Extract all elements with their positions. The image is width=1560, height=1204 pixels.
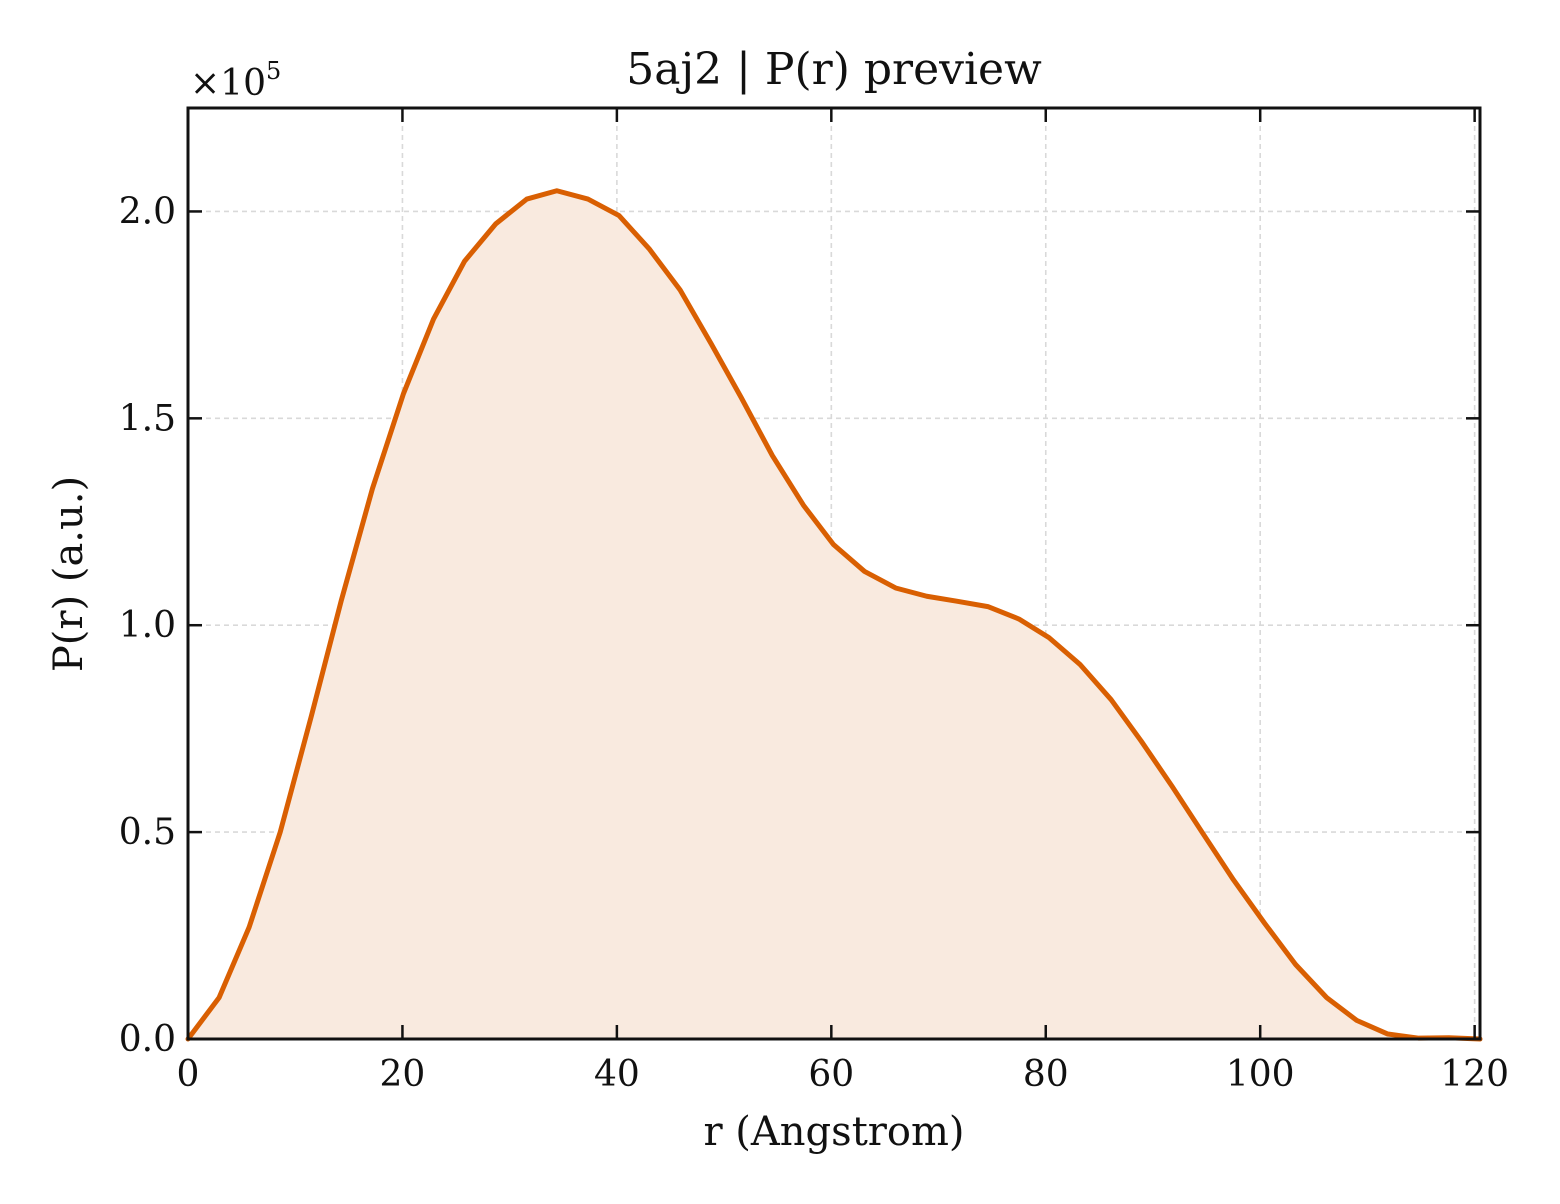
y-tick-label-0.0: 0.0 — [119, 1019, 176, 1060]
data-point-0-24 — [924, 594, 929, 599]
y-tick-label-1.5: 1.5 — [119, 398, 176, 439]
data-point-0-10 — [493, 221, 498, 226]
x-tick-label-0: 0 — [177, 1054, 200, 1095]
data-point-0-15 — [647, 246, 652, 251]
data-point-0-29 — [1078, 662, 1083, 667]
x-axis-label: r (Angstrom) — [703, 1109, 964, 1155]
x-tick-label-40: 40 — [594, 1054, 640, 1095]
data-point-0-37 — [1324, 995, 1329, 1000]
data-point-0-11 — [524, 197, 529, 202]
y-tick-label-0.5: 0.5 — [119, 812, 176, 853]
data-point-0-31 — [1139, 739, 1144, 744]
chart-title: 5aj2 | P(r) preview — [626, 44, 1042, 95]
y-axis-multiplier-base: ×10 — [190, 63, 266, 104]
x-tick-label-80: 80 — [1023, 1054, 1069, 1095]
series-line-0 — [185, 188, 1483, 1042]
data-point-0-18 — [739, 395, 744, 400]
x-tick-label-20: 20 — [380, 1054, 426, 1095]
data-point-0-27 — [1016, 617, 1021, 622]
series-area-fill-0 — [188, 190, 1480, 1039]
y-tick-label-2.0: 2.0 — [119, 191, 176, 232]
data-point-0-22 — [862, 569, 867, 574]
data-point-0-1 — [217, 995, 222, 1000]
data-point-0-26 — [985, 604, 990, 609]
data-point-0-28 — [1046, 635, 1051, 640]
data-point-0-23 — [893, 585, 898, 590]
data-point-0-3 — [278, 830, 283, 835]
data-point-0-16 — [678, 288, 683, 293]
x-tick-label-120: 120 — [1440, 1054, 1509, 1095]
data-point-0-36 — [1293, 962, 1298, 967]
data-point-0-38 — [1354, 1018, 1359, 1023]
data-point-0-19 — [770, 453, 775, 458]
data-point-0-12 — [554, 188, 559, 193]
y-axis-label: P(r) (a.u.) — [46, 476, 92, 672]
data-point-0-17 — [709, 341, 714, 346]
data-point-0-6 — [370, 486, 375, 491]
data-point-0-4 — [309, 714, 314, 719]
data-point-0-20 — [801, 503, 806, 508]
data-point-0-35 — [1262, 921, 1267, 926]
plot-frame — [186, 106, 1482, 1041]
y-axis-multiplier: ×105 — [190, 57, 281, 104]
data-point-0-7 — [401, 391, 406, 396]
y-tick-label-1.0: 1.0 — [119, 605, 176, 646]
area-fill-layer — [188, 190, 1480, 1039]
data-point-0-2 — [247, 925, 252, 930]
data-point-0-25 — [954, 599, 959, 604]
data-point-0-39 — [1385, 1032, 1390, 1037]
data-point-0-34 — [1231, 877, 1236, 882]
data-point-0-30 — [1109, 697, 1114, 702]
data-point-0-21 — [831, 542, 836, 547]
data-point-0-14 — [617, 213, 622, 218]
series-line-layer — [185, 188, 1483, 1042]
y-axis-multiplier-exponent: 5 — [266, 57, 281, 85]
data-point-0-9 — [462, 259, 467, 264]
data-point-0-33 — [1201, 832, 1206, 837]
x-tick-label-60: 60 — [808, 1054, 854, 1095]
data-point-0-13 — [585, 197, 590, 202]
data-point-0-8 — [431, 317, 436, 322]
x-tick-label-100: 100 — [1226, 1054, 1295, 1095]
data-point-0-32 — [1170, 784, 1175, 789]
x-axis-ticks: 0 20 40 60 80 100 120 — [177, 108, 1509, 1095]
data-point-0-5 — [339, 598, 344, 603]
y-axis-ticks: 0.0 0.5 1.0 1.5 2.0 — [119, 191, 1480, 1060]
